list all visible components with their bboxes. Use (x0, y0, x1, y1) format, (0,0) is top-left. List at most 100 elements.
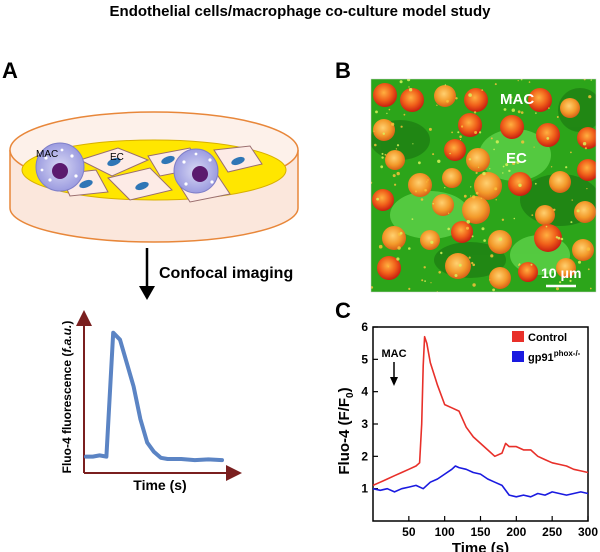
micrograph-speckle (388, 108, 391, 111)
micrograph-speckle (420, 198, 424, 201)
micrograph-speckle (518, 183, 522, 187)
micrograph-cell (474, 172, 502, 200)
micrograph-speckle (494, 187, 498, 191)
panel-b-label: B (335, 58, 351, 83)
micrograph-speckle (556, 287, 559, 291)
series-line-gp91 (372, 465, 589, 498)
micrograph-speckle (528, 81, 531, 83)
mac-annotation: MAC (381, 348, 407, 386)
micrograph-speckle (392, 174, 396, 178)
micrograph-speckle (430, 240, 434, 244)
micrograph-cell (549, 171, 571, 193)
micrograph-cell (373, 83, 397, 107)
micrograph-speckle (444, 84, 447, 86)
micrograph-speckle (408, 88, 413, 92)
micrograph-speckle (381, 152, 384, 155)
micrograph-speckle (391, 122, 395, 126)
micrograph-speckle (560, 237, 564, 241)
micrograph-speckle (511, 108, 515, 112)
micrograph-speckle (432, 153, 435, 156)
micrograph-speckle (498, 237, 503, 241)
legend-swatch-control (512, 331, 524, 342)
micrograph-cell (534, 224, 562, 252)
micrograph-speckle (380, 165, 384, 169)
micrograph-cell (574, 201, 596, 223)
micrograph-speckle (471, 261, 474, 265)
micrograph-cell (466, 148, 490, 172)
micrograph-cell (572, 239, 594, 261)
micrograph-speckle (400, 125, 403, 128)
micrograph-speckle (516, 160, 520, 164)
series-line-control (372, 335, 589, 487)
micrograph-speckle (444, 187, 446, 189)
micrograph-speckle (495, 140, 499, 144)
culture-dish: MAC EC (9, 111, 299, 243)
micrograph-speckle (382, 132, 385, 135)
trace-xlabel: Time (s) (133, 477, 186, 493)
micrograph-speckle (586, 247, 590, 251)
micrograph-speckle (424, 280, 426, 282)
y-tick-label: 3 (361, 417, 368, 431)
micrograph-speckle (489, 168, 491, 170)
micrograph-cell (489, 267, 511, 289)
macrophage-right (173, 148, 219, 194)
micrograph-speckle (455, 97, 458, 100)
micrograph-speckle (545, 225, 548, 228)
micrograph-speckle (495, 199, 497, 201)
micrograph-speckle (570, 221, 573, 224)
micrograph-speckle (451, 131, 453, 134)
micrograph-speckle (503, 108, 507, 111)
micrograph-speckle (521, 140, 525, 144)
micrograph-cell (432, 194, 454, 216)
micrograph-cell (400, 88, 424, 112)
micrograph-speckle (446, 99, 449, 103)
micrograph-speckle (520, 111, 524, 114)
micrograph-cell (445, 253, 471, 279)
x-tick-label: 150 (470, 525, 490, 539)
micrograph-cell (420, 230, 440, 250)
micrograph-cell (408, 173, 432, 197)
micrograph-speckle (459, 135, 462, 138)
chart-xlabel: Time (s) (452, 540, 509, 552)
micrograph-speckle (408, 247, 411, 250)
micrograph-speckle (576, 209, 580, 213)
schematic-trace-plot: Fluo-4 fluorescence (f.a.u.) Time (s) (60, 310, 242, 493)
micrograph-speckle (411, 218, 414, 221)
panel-c-label: C (335, 298, 351, 323)
micrograph-cell (577, 127, 596, 149)
micrograph-speckle (472, 195, 476, 199)
micrograph-speckle (517, 110, 521, 114)
micrograph-speckle (590, 79, 592, 81)
micrograph-speckle (375, 110, 378, 114)
micrograph-speckle (501, 218, 505, 221)
micrograph-speckle (559, 281, 562, 284)
micrograph-speckle (407, 79, 411, 82)
trace-ylabel: Fluo-4 fluorescence (f.a.u.) (60, 321, 74, 474)
micrograph-speckle (458, 263, 462, 267)
ec-nuclei (79, 155, 245, 192)
micrograph-speckle (492, 288, 495, 292)
micrograph-speckle (432, 202, 435, 205)
micrograph-speckle (584, 147, 588, 150)
micrograph-speckle (408, 86, 410, 88)
micrograph-cell (518, 262, 538, 282)
micrograph-mac-label: MAC (500, 91, 534, 108)
micrograph-speckle (502, 172, 504, 174)
micrograph-speckle (533, 146, 535, 148)
dish-ec-label: EC (110, 152, 124, 163)
calcium-response-chart: 1 2 3 4 5 6 50 100 150 200 250 300 Time (s) (361, 320, 598, 552)
micrograph-speckle (466, 226, 469, 230)
micrograph-speckle (511, 161, 516, 165)
micrograph-cell (377, 256, 401, 280)
micrograph-speckle (513, 217, 516, 220)
micrograph-speckle (535, 112, 537, 114)
micrograph-speckle (371, 181, 373, 184)
micrograph-speckle (531, 214, 534, 217)
micrograph-speckle (583, 79, 586, 81)
micrograph-speckle (427, 179, 429, 181)
micrograph-cell (577, 159, 596, 181)
dish-mac-label: MAC (36, 149, 58, 160)
micrograph-speckle (470, 195, 472, 197)
micrograph-cell (462, 196, 490, 224)
micrograph-speckle (509, 99, 512, 101)
